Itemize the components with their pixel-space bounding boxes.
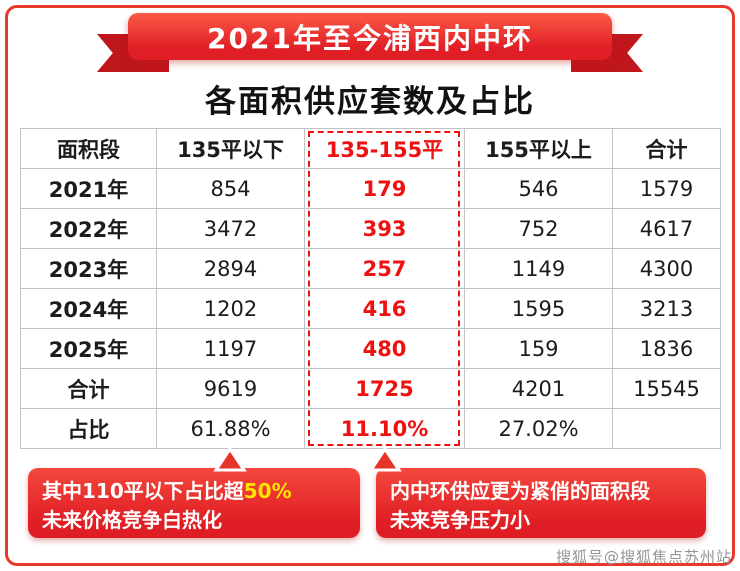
table-row: 2021年 854 179 546 1579 — [20, 168, 721, 209]
col-header-highlighted: 135-155平 — [304, 128, 465, 169]
cell: 1202 — [156, 288, 305, 329]
cell-highlighted: 416 — [304, 288, 465, 329]
row-label: 2022年 — [20, 208, 157, 249]
cell: 752 — [464, 208, 613, 249]
cell: 546 — [464, 168, 613, 209]
col-header: 面积段 — [20, 128, 157, 169]
banner-title: 2021年至今浦西内中环 — [207, 21, 533, 55]
col-header: 合计 — [612, 128, 721, 169]
cell-highlighted: 179 — [304, 168, 465, 209]
cell: 4201 — [464, 368, 613, 409]
callout-left-line1: 其中110平以下占比超50% — [42, 477, 346, 506]
callout-right-line2: 未来竞争压力小 — [390, 508, 530, 532]
cell-highlighted: 11.10% — [304, 408, 465, 449]
arrow-up-icon — [213, 446, 247, 472]
table-row-percentage: 占比 61.88% 11.10% 27.02% — [20, 408, 721, 449]
col-header: 155平以上 — [464, 128, 613, 169]
table-row-total: 合计 9619 1725 4201 15545 — [20, 368, 721, 409]
cell: 1595 — [464, 288, 613, 329]
cell: 27.02% — [464, 408, 613, 449]
arrow-up-icon — [368, 446, 402, 472]
table-row: 2023年 2894 257 1149 4300 — [20, 248, 721, 289]
table-row: 2025年 1197 480 159 1836 — [20, 328, 721, 369]
row-label: 2024年 — [20, 288, 157, 329]
title-ribbon: 2021年至今浦西内中环 — [0, 13, 740, 72]
cell: 854 — [156, 168, 305, 209]
callout-left-text1: 其中110平以下占比超 — [42, 479, 244, 503]
cell: 15545 — [612, 368, 721, 409]
cell: 4617 — [612, 208, 721, 249]
cell-highlighted: 257 — [304, 248, 465, 289]
cell: 3213 — [612, 288, 721, 329]
cell: 4300 — [612, 248, 721, 289]
cell: 3472 — [156, 208, 305, 249]
cell: 9619 — [156, 368, 305, 409]
supply-table: 面积段 135平以下 135-155平 155平以上 合计 2021年 854 … — [20, 128, 721, 449]
callout-left-highlight: 50% — [243, 479, 292, 503]
cell: 1836 — [612, 328, 721, 369]
header-row: 面积段 135平以下 135-155平 155平以上 合计 — [20, 128, 721, 169]
cell-highlighted: 393 — [304, 208, 465, 249]
callout-left-line2: 未来价格竞争白热化 — [42, 508, 222, 532]
cell: 2894 — [156, 248, 305, 289]
table-row: 2024年 1202 416 1595 3213 — [20, 288, 721, 329]
row-label: 2021年 — [20, 168, 157, 209]
cell: 61.88% — [156, 408, 305, 449]
row-label: 2025年 — [20, 328, 157, 369]
page-subtitle: 各面积供应套数及占比 — [205, 84, 535, 120]
cell: 1149 — [464, 248, 613, 289]
col-header: 135平以下 — [156, 128, 305, 169]
row-label: 2023年 — [20, 248, 157, 289]
row-label: 合计 — [20, 368, 157, 409]
cell-highlighted: 1725 — [304, 368, 465, 409]
watermark: 搜狐号@搜狐焦点苏州站 — [555, 548, 732, 566]
cell-highlighted: 480 — [304, 328, 465, 369]
callout-right-line1: 内中环供应更为紧俏的面积段 — [390, 479, 650, 503]
cell — [612, 408, 721, 449]
table-row: 2022年 3472 393 752 4617 — [20, 208, 721, 249]
cell: 1579 — [612, 168, 721, 209]
ribbon-banner: 2021年至今浦西内中环 — [128, 13, 612, 60]
row-label: 占比 — [20, 408, 157, 449]
table-wrap: 面积段 135平以下 135-155平 155平以上 合计 2021年 854 … — [20, 128, 721, 449]
callout-left: 其中110平以下占比超50% 未来价格竞争白热化 — [28, 468, 360, 538]
cell: 159 — [464, 328, 613, 369]
cell: 1197 — [156, 328, 305, 369]
callout-right: 内中环供应更为紧俏的面积段 未来竞争压力小 — [376, 468, 706, 538]
